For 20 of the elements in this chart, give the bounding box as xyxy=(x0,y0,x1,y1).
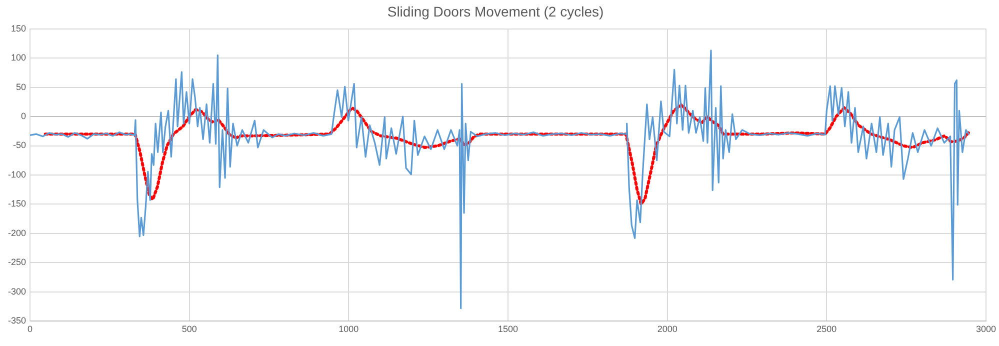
y-tick-label: -150 xyxy=(8,198,26,209)
x-tick-label: 2000 xyxy=(657,324,678,334)
y-tick-label: -250 xyxy=(8,257,26,268)
y-tick-label: 100 xyxy=(10,52,26,63)
x-tick-label: 1000 xyxy=(338,324,359,334)
y-tick-label: -200 xyxy=(8,228,26,238)
x-tick-label: 3000 xyxy=(976,324,996,334)
y-tick-label: -350 xyxy=(8,316,26,326)
y-tick-label: 50 xyxy=(16,82,26,92)
y-tick-label: 0 xyxy=(21,111,26,122)
chart-title: Sliding Doors Movement (2 cycles) xyxy=(387,3,604,20)
x-tick-label: 500 xyxy=(182,324,197,334)
y-tick-label: 150 xyxy=(10,23,26,34)
y-tick-label: -300 xyxy=(8,286,26,296)
x-tick-label: 0 xyxy=(28,324,33,334)
x-tick-label: 2500 xyxy=(816,324,837,334)
x-tick-label: 1500 xyxy=(498,324,518,334)
y-tick-label: -100 xyxy=(8,169,26,180)
y-tick-label: -50 xyxy=(13,140,26,150)
line-series xyxy=(44,103,970,206)
